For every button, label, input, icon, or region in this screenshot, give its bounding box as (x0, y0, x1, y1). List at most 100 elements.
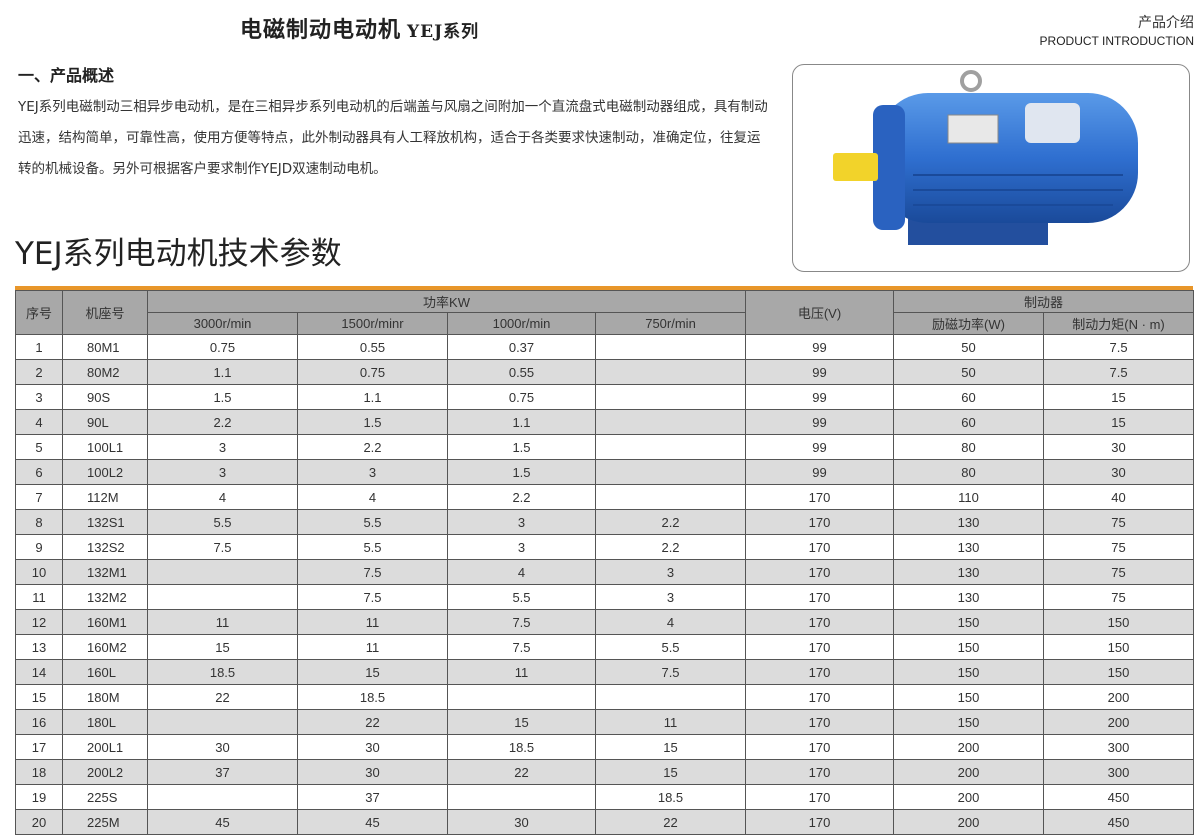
section-label-en: PRODUCT INTRODUCTION (1039, 34, 1194, 48)
cell-row-no: 8 (15, 509, 63, 535)
table-row: 8 132S1 5.5 5.5 3 2.2 170 130 75 (15, 509, 1195, 535)
cell-excitation-power: 50 (893, 359, 1045, 385)
cell-excitation-power: 150 (893, 659, 1045, 685)
cell-row-no: 2 (15, 359, 63, 385)
cell-row-no: 19 (15, 784, 63, 810)
cell-excitation-power: 150 (893, 709, 1045, 735)
cell-power-3000: 4 (147, 484, 298, 510)
cell-brake-torque: 75 (1043, 534, 1195, 560)
cell-power-1500: 5.5 (297, 534, 448, 560)
cell-power-1500: 2.2 (297, 434, 448, 460)
cell-row-no: 15 (15, 684, 63, 710)
cell-model: 200L2 (62, 759, 148, 785)
cell-power-1500: 1.5 (297, 409, 448, 435)
cell-excitation-power: 200 (893, 759, 1045, 785)
cell-power-1500: 0.55 (297, 334, 448, 360)
spec-title: YEJ系列电动机技术参数 (15, 236, 342, 272)
cell-brake-torque: 150 (1043, 634, 1195, 660)
cell-excitation-power: 130 (893, 584, 1045, 610)
header-speed-1000: 1000r/min (447, 312, 596, 335)
spec-table: 序号 机座号 功率KW 电压(V) 制动器 3000r/min 1500r/mi… (15, 290, 1195, 835)
main-title: 电磁制动电动机 YEJ系列 (240, 12, 479, 44)
cell-model: 100L2 (62, 459, 148, 485)
cell-excitation-power: 130 (893, 559, 1045, 585)
cell-power-1000: 30 (447, 809, 596, 835)
cell-excitation-power: 80 (893, 434, 1045, 460)
cell-model: 90S (62, 384, 148, 410)
cell-power-1000: 15 (447, 709, 596, 735)
cell-power-750: 22 (594, 809, 747, 835)
cell-power-1000: 2.2 (447, 484, 596, 510)
cell-power-1000: 22 (447, 759, 596, 785)
table-row: 19 225S 37 18.5 170 200 450 (15, 784, 1195, 810)
table-row: 5 100L1 3 2.2 1.5 99 80 30 (15, 434, 1195, 460)
cell-voltage: 170 (745, 684, 895, 710)
cell-voltage: 170 (745, 784, 895, 810)
cell-voltage: 170 (745, 759, 895, 785)
cell-brake-torque: 7.5 (1043, 359, 1195, 385)
cell-power-3000: 37 (147, 759, 298, 785)
table-row: 14 160L 18.5 15 11 7.5 170 150 150 (15, 659, 1195, 685)
header-speed-750: 750r/min (594, 312, 747, 335)
cell-power-750: 15 (594, 759, 747, 785)
cell-power-750 (594, 359, 747, 385)
cell-row-no: 13 (15, 634, 63, 660)
cell-power-750 (594, 459, 747, 485)
motor-illustration (833, 70, 1138, 245)
header-speed-1500: 1500r/minr (297, 312, 448, 335)
cell-power-3000: 7.5 (147, 534, 298, 560)
cell-excitation-power: 200 (893, 809, 1045, 835)
cell-voltage: 170 (745, 484, 895, 510)
cell-voltage: 99 (745, 409, 895, 435)
cell-power-750: 4 (594, 609, 747, 635)
table-row: 10 132M1 7.5 4 3 170 130 75 (15, 559, 1195, 585)
cell-row-no: 6 (15, 459, 63, 485)
cell-power-1500: 7.5 (297, 559, 448, 585)
cell-model: 112M (62, 484, 148, 510)
cell-power-750 (594, 409, 747, 435)
cell-power-750: 5.5 (594, 634, 747, 660)
header-voltage: 电压(V) (745, 290, 895, 335)
cell-voltage: 170 (745, 609, 895, 635)
cell-row-no: 1 (15, 334, 63, 360)
cell-excitation-power: 130 (893, 534, 1045, 560)
cell-power-1500: 5.5 (297, 509, 448, 535)
table-row: 6 100L2 3 3 1.5 99 80 30 (15, 459, 1195, 485)
cell-power-750 (594, 434, 747, 460)
cell-voltage: 170 (745, 659, 895, 685)
cell-power-3000: 3 (147, 434, 298, 460)
header-model: 机座号 (62, 290, 148, 335)
cell-excitation-power: 80 (893, 459, 1045, 485)
cell-power-1500: 30 (297, 734, 448, 760)
cell-power-1500: 18.5 (297, 684, 448, 710)
table-row: 12 160M1 11 11 7.5 4 170 150 150 (15, 609, 1195, 635)
cell-power-750: 7.5 (594, 659, 747, 685)
cell-excitation-power: 50 (893, 334, 1045, 360)
header-torque: 制动力矩(N · m) (1043, 312, 1195, 335)
table-row: 3 90S 1.5 1.1 0.75 99 60 15 (15, 384, 1195, 410)
cell-power-3000 (147, 784, 298, 810)
cell-power-1000: 3 (447, 509, 596, 535)
cell-power-750: 11 (594, 709, 747, 735)
cell-model: 225S (62, 784, 148, 810)
cell-power-3000: 0.75 (147, 334, 298, 360)
cell-power-750: 2.2 (594, 534, 747, 560)
cell-excitation-power: 60 (893, 384, 1045, 410)
header-no: 序号 (15, 290, 63, 335)
cell-power-1500: 30 (297, 759, 448, 785)
cell-brake-torque: 200 (1043, 709, 1195, 735)
cell-row-no: 7 (15, 484, 63, 510)
cell-voltage: 170 (745, 809, 895, 835)
cell-power-750: 18.5 (594, 784, 747, 810)
cell-model: 132S2 (62, 534, 148, 560)
cell-power-1000: 5.5 (447, 584, 596, 610)
cell-excitation-power: 150 (893, 634, 1045, 660)
cell-voltage: 170 (745, 509, 895, 535)
cell-model: 132S1 (62, 509, 148, 535)
table-row: 2 80M2 1.1 0.75 0.55 99 50 7.5 (15, 359, 1195, 385)
cell-row-no: 4 (15, 409, 63, 435)
table-row: 9 132S2 7.5 5.5 3 2.2 170 130 75 (15, 534, 1195, 560)
table-accent-bar (15, 286, 1193, 290)
cell-row-no: 10 (15, 559, 63, 585)
